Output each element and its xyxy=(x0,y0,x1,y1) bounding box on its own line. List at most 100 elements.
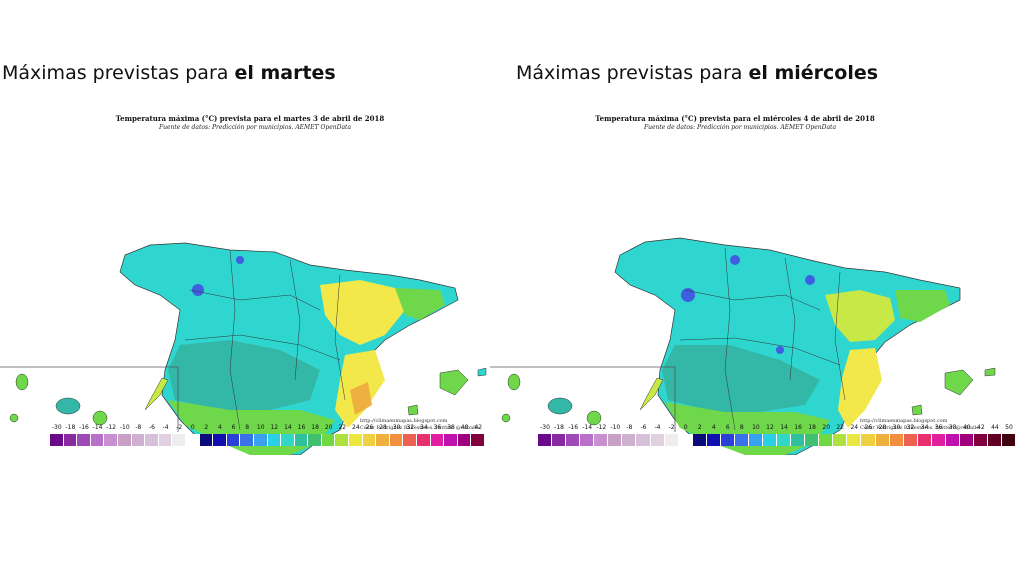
right-credit-1: http://climaenmapas.blogspot.com xyxy=(860,418,948,424)
left-canary-2 xyxy=(55,397,81,415)
scale-color-cell xyxy=(847,434,862,446)
scale-tick-label: 36 xyxy=(934,424,943,431)
scale-tick-label: -2 xyxy=(668,424,675,431)
left-color-scale xyxy=(50,434,485,446)
scale-color-cell xyxy=(791,434,806,446)
scale-color-cell xyxy=(117,434,132,446)
scale-color-cell xyxy=(199,434,214,446)
scale-color-cell xyxy=(734,434,749,446)
scale-tick-label: -14 xyxy=(92,424,103,431)
scale-color-cell xyxy=(430,434,445,446)
scale-color-cell xyxy=(213,434,227,446)
scale-color-cell xyxy=(226,434,241,446)
scale-color-cell xyxy=(748,434,763,446)
right-canary-5 xyxy=(501,413,511,423)
scale-tick-label: 26 xyxy=(864,424,873,431)
scale-tick-label: 4 xyxy=(218,424,222,431)
right-spain-map xyxy=(490,237,996,455)
scale-tick-label: 18 xyxy=(311,424,319,431)
scale-tick-label: -4 xyxy=(654,424,661,431)
scale-tick-label: 8 xyxy=(245,424,250,431)
scale-tick-label: 40 xyxy=(460,424,469,431)
scale-color-cell xyxy=(444,434,458,446)
scale-tick-label: 2 xyxy=(697,424,702,431)
scale-color-cell xyxy=(777,434,792,446)
left-canary-5 xyxy=(9,413,19,423)
scale-tick-label: 38 xyxy=(447,424,455,431)
scale-tick-label: 16 xyxy=(297,424,306,431)
scale-color-cell xyxy=(988,434,1003,446)
scale-tick-label: 30 xyxy=(892,424,901,431)
right-cold-spot-2 xyxy=(730,255,740,265)
left-green-catalonia xyxy=(395,288,445,320)
scale-color-cell xyxy=(552,434,567,446)
left-canary-4 xyxy=(144,377,169,411)
scale-color-cell xyxy=(931,434,946,446)
scale-tick-label: 28 xyxy=(379,424,387,431)
left-heading-bold: el martes xyxy=(234,62,336,84)
scale-color-cell xyxy=(805,434,820,446)
scale-color-cell xyxy=(580,434,595,446)
scale-tick-label: 6 xyxy=(725,424,730,431)
right-color-scale xyxy=(538,434,1017,446)
scale-color-cell xyxy=(362,434,377,446)
scale-color-cell xyxy=(335,434,350,446)
scale-color-cell xyxy=(471,434,485,446)
right-heading-bold: el miércoles xyxy=(748,62,879,84)
scale-color-cell xyxy=(959,434,974,446)
scale-tick-label: 50 xyxy=(1005,424,1013,431)
left-credit-1: http://climaenmapas.blogspot.com xyxy=(360,418,448,424)
scale-color-cell xyxy=(376,434,390,446)
scale-color-cell xyxy=(403,434,418,446)
scale-tick-label: 32 xyxy=(906,424,915,431)
right-green-catalonia xyxy=(895,290,950,322)
scale-tick-label: 42 xyxy=(474,424,483,431)
scale-tick-label: 38 xyxy=(948,424,957,431)
right-mallorca xyxy=(944,369,974,396)
right-heading-normal: Máximas previstas para xyxy=(516,62,749,84)
scale-tick-label: 12 xyxy=(766,424,774,431)
left-scale-ticks: -30 -18 -16 -14 -12 -10 -8 -6 -4 -2 0 2 4 6 8 10 12 14 16 1… xyxy=(50,424,485,433)
scale-tick-label: -10 xyxy=(610,424,621,431)
right-yellow-ebro xyxy=(825,290,895,342)
scale-tick-label: 24 xyxy=(850,424,859,431)
left-cold-spot-1 xyxy=(192,284,204,296)
scale-color-cell xyxy=(889,434,904,446)
scale-tick-label: 28 xyxy=(878,424,887,431)
scale-color-cell xyxy=(90,434,105,446)
scale-tick-label: 0 xyxy=(683,424,688,431)
scale-color-cell xyxy=(77,434,91,446)
right-cold-spot-4 xyxy=(776,346,784,354)
scale-tick-label: 18 xyxy=(808,424,816,431)
right-cold-spot-3 xyxy=(805,275,815,285)
left-heading: Máximas previstas para el martes xyxy=(2,62,336,84)
scale-tick-label: 30 xyxy=(392,424,401,431)
scale-tick-label: 34 xyxy=(920,424,929,431)
right-map-panel: Temperatura máxima (°C) prevista para el… xyxy=(490,110,996,455)
left-heading-normal: Máximas previstas para xyxy=(2,62,235,84)
right-menorca xyxy=(984,367,996,377)
scale-color-cell xyxy=(622,434,637,446)
right-ibiza xyxy=(911,404,923,416)
scale-tick-label: -10 xyxy=(119,424,130,431)
left-canary-1 xyxy=(15,373,29,391)
scale-color-cell xyxy=(917,434,932,446)
scale-color-cell xyxy=(833,434,848,446)
scale-color-cell xyxy=(636,434,651,446)
left-spain-map xyxy=(0,242,487,455)
scale-color-cell xyxy=(819,434,834,446)
scale-color-cell xyxy=(861,434,876,446)
scale-tick-label: 24 xyxy=(352,424,360,431)
scale-color-cell xyxy=(763,434,778,446)
right-yellow-levante xyxy=(838,348,882,428)
scale-color-cell xyxy=(457,434,472,446)
scale-tick-label: -18 xyxy=(65,424,76,431)
scale-color-cell xyxy=(417,434,431,446)
scale-tick-label: -30 xyxy=(51,424,62,431)
left-cold-spot-2 xyxy=(236,256,244,264)
left-map-subtitle: Fuente de datos: Predicción por municipi… xyxy=(158,124,352,131)
right-canary-3 xyxy=(586,410,602,426)
scale-tick-label: 32 xyxy=(406,424,415,431)
right-credit-2: César Rodríguez Ballesteros. twitter: @c… xyxy=(860,425,980,431)
scale-color-cell xyxy=(664,434,679,446)
